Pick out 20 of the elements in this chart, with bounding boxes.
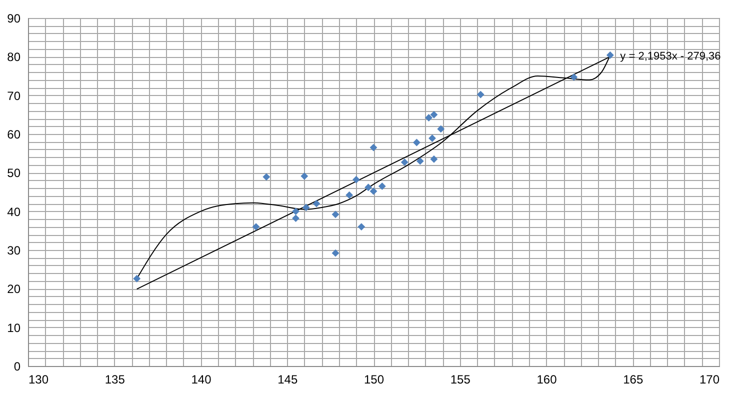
y-tick-label: 90 [7,12,21,26]
y-tick-label: 80 [7,50,21,64]
x-tick-label: 170 [699,372,720,386]
x-tick-label: 160 [536,372,558,386]
y-tick-label: 60 [7,128,21,142]
y-tick-label: 50 [7,166,21,180]
y-tick-label: 70 [7,88,21,103]
y-tick-label: 30 [7,244,21,258]
x-tick-label: 130 [28,372,49,386]
y-tick-label: 20 [7,282,21,296]
x-tick-label: 140 [191,372,212,386]
x-tick-label: 155 [450,372,471,386]
y-tick-label: 0 [14,360,21,374]
x-tick-label: 150 [364,372,384,386]
y-tick-label: 10 [7,320,21,335]
x-tick-label: 135 [104,372,126,386]
x-tick-label: 145 [278,372,298,386]
y-tick-label: 40 [7,204,21,219]
x-tick-label: 165 [623,372,644,386]
annotation: y = 2,1953x - 279,36 [620,50,721,63]
